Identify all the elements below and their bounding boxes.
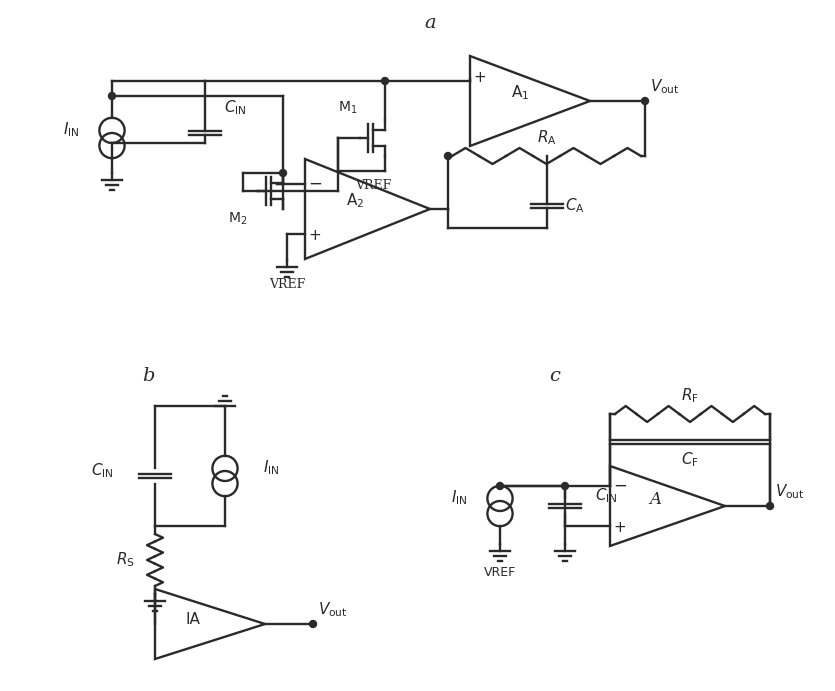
Text: $I_\mathrm{IN}$: $I_\mathrm{IN}$	[263, 459, 280, 477]
Circle shape	[767, 502, 773, 509]
Text: $C_\mathrm{A}$: $C_\mathrm{A}$	[564, 197, 584, 216]
Text: $C_\mathrm{F}$: $C_\mathrm{F}$	[681, 451, 699, 469]
Text: c: c	[549, 367, 560, 385]
Text: VREF: VREF	[483, 566, 516, 579]
Text: $I_\mathrm{IN}$: $I_\mathrm{IN}$	[63, 121, 80, 140]
Text: $R_\mathrm{S}$: $R_\mathrm{S}$	[116, 551, 135, 569]
Text: $R_\mathrm{A}$: $R_\mathrm{A}$	[537, 129, 556, 147]
Text: $C_\mathrm{IN}$: $C_\mathrm{IN}$	[595, 486, 618, 505]
Text: IA: IA	[185, 612, 200, 627]
Text: VREF: VREF	[269, 278, 305, 290]
Circle shape	[497, 482, 504, 489]
Circle shape	[444, 153, 452, 160]
Circle shape	[382, 77, 388, 84]
Circle shape	[561, 482, 569, 489]
Text: $\mathrm{M}_2$: $\mathrm{M}_2$	[228, 211, 248, 227]
Circle shape	[641, 97, 649, 104]
Text: a: a	[424, 14, 436, 32]
Text: $-$: $-$	[308, 174, 322, 192]
Text: $\mathrm{M}_1$: $\mathrm{M}_1$	[338, 100, 357, 116]
Text: $V_\mathrm{out}$: $V_\mathrm{out}$	[650, 77, 680, 96]
Text: $\mathrm{A}_1$: $\mathrm{A}_1$	[511, 84, 529, 102]
Text: $R_\mathrm{F}$: $R_\mathrm{F}$	[681, 387, 699, 406]
Text: VREF: VREF	[355, 178, 391, 191]
Text: A: A	[649, 491, 661, 509]
Circle shape	[109, 93, 115, 100]
Text: $C_\mathrm{IN}$: $C_\mathrm{IN}$	[224, 99, 246, 117]
Text: +: +	[473, 70, 486, 85]
Text: +: +	[614, 520, 626, 535]
Circle shape	[310, 621, 316, 627]
Text: $V_\mathrm{out}$: $V_\mathrm{out}$	[318, 600, 347, 619]
Text: $-$: $-$	[613, 476, 627, 494]
Text: $V_\mathrm{out}$: $V_\mathrm{out}$	[775, 482, 805, 502]
Text: $I_\mathrm{IN}$: $I_\mathrm{IN}$	[452, 489, 468, 507]
Text: +: +	[309, 227, 321, 243]
Text: $C_\mathrm{IN}$: $C_\mathrm{IN}$	[91, 462, 114, 480]
Text: b: b	[142, 367, 154, 385]
Text: $\mathrm{A}_2$: $\mathrm{A}_2$	[346, 191, 364, 210]
Circle shape	[280, 169, 286, 176]
